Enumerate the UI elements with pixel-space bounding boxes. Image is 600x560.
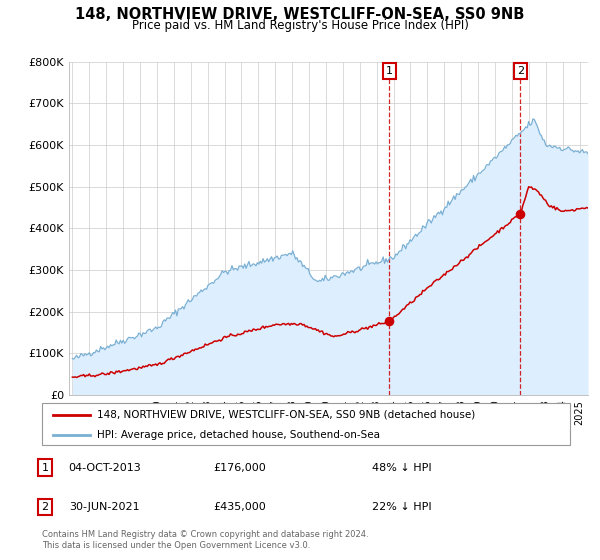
Text: Price paid vs. HM Land Registry's House Price Index (HPI): Price paid vs. HM Land Registry's House … xyxy=(131,19,469,32)
Text: £176,000: £176,000 xyxy=(214,463,266,473)
Point xyxy=(515,209,525,218)
Text: 148, NORTHVIEW DRIVE, WESTCLIFF-ON-SEA, SS0 9NB (detached house): 148, NORTHVIEW DRIVE, WESTCLIFF-ON-SEA, … xyxy=(97,409,476,419)
Text: £435,000: £435,000 xyxy=(214,502,266,512)
FancyBboxPatch shape xyxy=(42,403,570,445)
Text: 2: 2 xyxy=(41,502,49,512)
Text: 30-JUN-2021: 30-JUN-2021 xyxy=(70,502,140,512)
Text: 1: 1 xyxy=(41,463,49,473)
Text: 48% ↓ HPI: 48% ↓ HPI xyxy=(372,463,431,473)
Text: 148, NORTHVIEW DRIVE, WESTCLIFF-ON-SEA, SS0 9NB: 148, NORTHVIEW DRIVE, WESTCLIFF-ON-SEA, … xyxy=(76,7,524,22)
Text: 2: 2 xyxy=(517,66,524,76)
Point xyxy=(385,317,394,326)
Text: 22% ↓ HPI: 22% ↓ HPI xyxy=(372,502,431,512)
Text: 04-OCT-2013: 04-OCT-2013 xyxy=(68,463,142,473)
Text: This data is licensed under the Open Government Licence v3.0.: This data is licensed under the Open Gov… xyxy=(42,541,310,550)
Text: 1: 1 xyxy=(386,66,393,76)
Text: HPI: Average price, detached house, Southend-on-Sea: HPI: Average price, detached house, Sout… xyxy=(97,430,380,440)
Text: Contains HM Land Registry data © Crown copyright and database right 2024.: Contains HM Land Registry data © Crown c… xyxy=(42,530,368,539)
